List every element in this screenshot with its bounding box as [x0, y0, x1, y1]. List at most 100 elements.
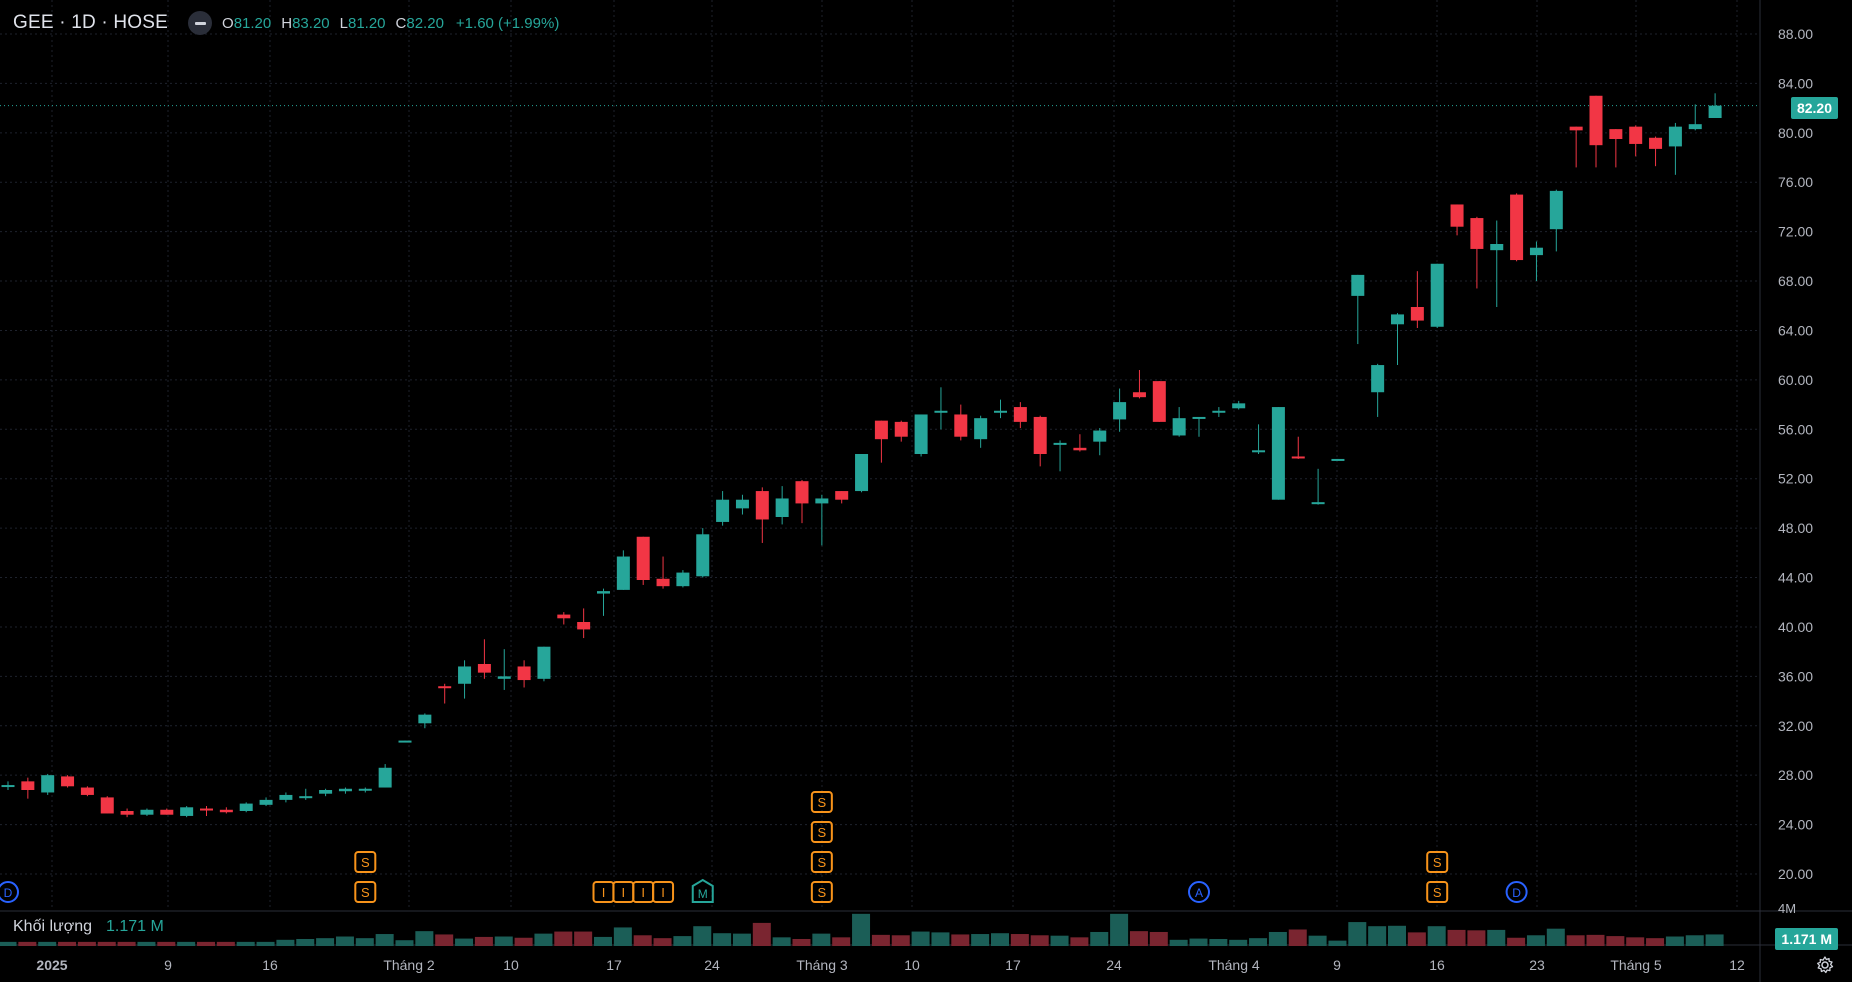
split-event-icon[interactable]: [354, 881, 377, 903]
candle-body: [894, 421, 908, 437]
event-label: A: [1195, 886, 1203, 900]
volume-bar: [216, 941, 235, 946]
candle-body: [1331, 458, 1345, 461]
merger-event-icon[interactable]: [691, 878, 714, 903]
volume-bar: [1209, 938, 1228, 946]
x-tick-label: Tháng 3: [796, 957, 848, 973]
volume-bar: [1348, 922, 1367, 946]
split-event-icon[interactable]: [810, 851, 833, 873]
event-label: D: [1512, 886, 1521, 900]
candle-body: [696, 534, 710, 577]
hide-indicator-icon[interactable]: [188, 11, 213, 35]
x-tick-label: 9: [1333, 957, 1341, 973]
dividend-event-icon[interactable]: [1505, 881, 1528, 903]
dividend-event-icon[interactable]: [0, 881, 19, 903]
candle-body: [874, 420, 888, 440]
volume-bar: [613, 927, 632, 946]
candle-body: [1510, 194, 1524, 261]
low-value: L81.20: [339, 14, 386, 32]
candle-body: [239, 803, 253, 811]
volume-bar: [653, 938, 672, 946]
candle-body: [1252, 450, 1266, 453]
candle-body: [914, 414, 928, 454]
candle-body: [21, 781, 35, 790]
split-event-icon[interactable]: [1426, 851, 1449, 873]
event-label: S: [818, 825, 827, 840]
x-tick-label: Tháng 2: [383, 957, 435, 973]
volume-bar: [514, 937, 533, 946]
candle-body: [1351, 274, 1365, 296]
volume-bar: [1328, 940, 1347, 946]
issue-event-icon[interactable]: [652, 881, 675, 903]
candle-body: [160, 809, 174, 815]
volume-bar: [1288, 929, 1307, 946]
candle-body: [477, 664, 491, 673]
candle-body: [1450, 204, 1464, 227]
dividend-event-icon[interactable]: [1188, 881, 1210, 903]
volume-bar: [58, 941, 77, 946]
candle-body: [319, 790, 333, 794]
candle-body: [735, 499, 749, 509]
candle-body: [259, 799, 273, 805]
y-tick-label: 64.00: [1778, 322, 1813, 338]
legend-header: GEE · 1D · HOSE O81.20 H83.20 L81.20 C82…: [0, 0, 1760, 46]
volume-bar: [1070, 937, 1089, 946]
candle-body: [1430, 263, 1444, 327]
candle-body: [1470, 218, 1484, 249]
split-event-icon[interactable]: [1426, 881, 1449, 903]
volume-bar: [1268, 931, 1287, 946]
symbol-title[interactable]: GEE · 1D · HOSE: [13, 12, 169, 33]
volume-bar: [1586, 934, 1605, 946]
volume-bar: [415, 931, 434, 946]
volume-bar: [891, 935, 910, 946]
volume-bar: [455, 938, 474, 946]
volume-bar: [1129, 931, 1148, 946]
x-tick-label: 23: [1529, 957, 1545, 973]
candle-body: [676, 572, 690, 587]
candle-body: [1371, 365, 1385, 393]
y-tick-label: 76.00: [1778, 174, 1813, 190]
candle-body: [934, 410, 948, 413]
volume-bar: [157, 941, 176, 946]
x-tick-label: 10: [904, 957, 920, 973]
candle-body: [616, 556, 630, 590]
y-tick-label-partial: 4M: [1778, 901, 1796, 916]
volume-label[interactable]: Khối lượng: [13, 918, 93, 935]
volume-bar: [1110, 913, 1129, 946]
settings-gear-icon[interactable]: [1814, 954, 1836, 976]
split-event-icon[interactable]: [810, 791, 833, 813]
event-label: S: [361, 855, 370, 870]
candle-body: [1569, 126, 1583, 131]
volume-bar: [594, 936, 612, 946]
candle-body: [1093, 430, 1107, 442]
x-tick-label: 17: [606, 957, 622, 973]
volume-value: 1.171 M: [106, 918, 164, 935]
candle-body: [80, 787, 94, 795]
split-event-icon[interactable]: [810, 821, 833, 843]
event-label: S: [818, 795, 827, 810]
y-tick-label: 20.00: [1778, 866, 1813, 882]
volume-bar: [752, 922, 771, 946]
candle-body: [299, 796, 313, 799]
candle-body: [1629, 126, 1643, 144]
volume-bar: [534, 933, 553, 946]
volume-bar: [812, 933, 831, 946]
candle-body: [61, 776, 75, 787]
volume-bar: [1249, 938, 1268, 946]
y-tick-label: 44.00: [1778, 570, 1813, 586]
change-value: +1.60 (+1.99%): [455, 14, 560, 32]
split-event-icon[interactable]: [354, 851, 377, 873]
candle-body: [1529, 247, 1543, 256]
volume-bar: [673, 936, 692, 946]
candle-body: [1212, 410, 1226, 413]
last-price-tag: 82.20: [1790, 97, 1838, 119]
event-label: D: [4, 886, 13, 900]
split-event-icon[interactable]: [810, 881, 833, 903]
x-tick-label: 24: [704, 957, 720, 973]
y-tick-label: 36.00: [1778, 668, 1813, 684]
volume-bar: [1526, 935, 1545, 946]
y-tick-label: 28.00: [1778, 767, 1813, 783]
candle-body: [1688, 124, 1702, 130]
volume-bar: [1447, 929, 1466, 946]
